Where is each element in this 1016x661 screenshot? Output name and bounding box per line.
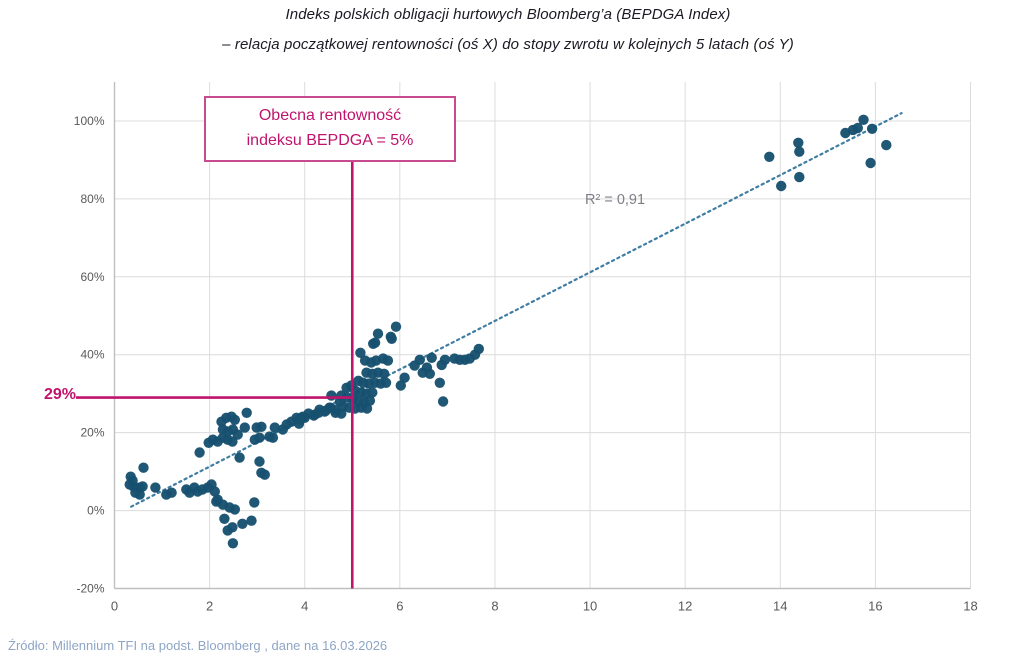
svg-text:16: 16 [868,599,882,614]
data-point [434,377,445,388]
data-point [426,352,437,363]
data-point [364,395,376,406]
data-point [254,456,265,467]
data-point [229,504,240,515]
data-point [194,447,205,458]
data-point [378,368,390,379]
data-point [881,139,892,151]
data-point [390,321,402,332]
svg-text:60%: 60% [80,270,104,284]
data-point [424,368,435,379]
data-point [764,151,775,162]
svg-text:80%: 80% [80,192,104,206]
data-point [414,354,425,365]
data-point [793,137,804,148]
data-point [239,422,250,433]
current-return-label: 29% [43,386,76,403]
data-point [229,414,240,425]
svg-text:12: 12 [678,599,692,614]
data-point [254,432,265,443]
data-point [399,372,410,383]
data-point [237,518,248,529]
data-point [256,421,267,432]
data-point [246,515,257,526]
data-point [259,469,270,480]
data-point [227,538,239,549]
data-point [382,355,394,366]
annotation-line2: indeksu BEPDGA = 5% [246,132,414,149]
data-point [865,157,876,169]
data-point [794,146,805,157]
scatter-points [124,114,892,549]
data-point [369,337,381,348]
trend-line [130,112,903,508]
svg-text:-20%: -20% [76,582,104,596]
svg-text:0: 0 [111,599,118,614]
data-point [439,354,451,365]
svg-text:100%: 100% [74,114,105,128]
data-point [866,123,878,134]
data-point [234,452,245,463]
svg-text:40%: 40% [80,348,104,362]
data-point [241,407,252,418]
data-point [219,513,230,524]
data-point [473,343,484,355]
data-point [361,403,373,414]
current-yield-annotation: Obecna rentowność indeksu BEPDGA = 5% [204,96,456,162]
data-point [372,328,384,339]
x-tick-labels: 0 2 4 6 8 10 12 14 16 18 [111,599,978,614]
data-point [395,380,406,391]
svg-text:6: 6 [396,599,403,614]
data-point [166,487,177,498]
svg-text:14: 14 [773,599,787,614]
data-point [232,429,243,440]
chart-title-line1: Indeks polskich obligacji hurtowych Bloo… [285,6,731,23]
data-point [858,114,869,126]
svg-text:2: 2 [206,599,213,614]
svg-text:10: 10 [583,599,597,614]
data-point [267,432,279,443]
source-note: Źródło: Millennium TFI na podst. Bloombe… [8,638,388,653]
svg-text:18: 18 [963,599,977,614]
r-squared-label: R² = 0,91 [585,192,646,208]
annotation-line1: Obecna rentowność [258,107,402,125]
data-point [134,489,145,500]
data-point [367,387,378,398]
data-point [137,481,148,492]
data-point [794,171,805,183]
chart-title-line2: – relacja początkowej rentowności (oś X)… [222,36,794,53]
data-point [776,180,787,192]
y-tick-labels: -20% 0% 20% 40% 60% 80% 100% [74,114,105,596]
data-point [138,462,149,473]
data-point [437,396,449,407]
svg-text:8: 8 [491,599,498,614]
svg-text:0%: 0% [87,504,105,518]
data-point [269,422,280,433]
data-point [386,333,397,344]
data-point [249,497,260,508]
data-point [326,390,337,401]
data-point [209,486,220,497]
svg-text:20%: 20% [80,426,104,440]
data-point [150,482,161,493]
data-point [355,347,366,358]
data-point [380,377,392,388]
data-point [227,522,238,533]
svg-text:4: 4 [301,599,308,614]
data-point [852,122,863,134]
